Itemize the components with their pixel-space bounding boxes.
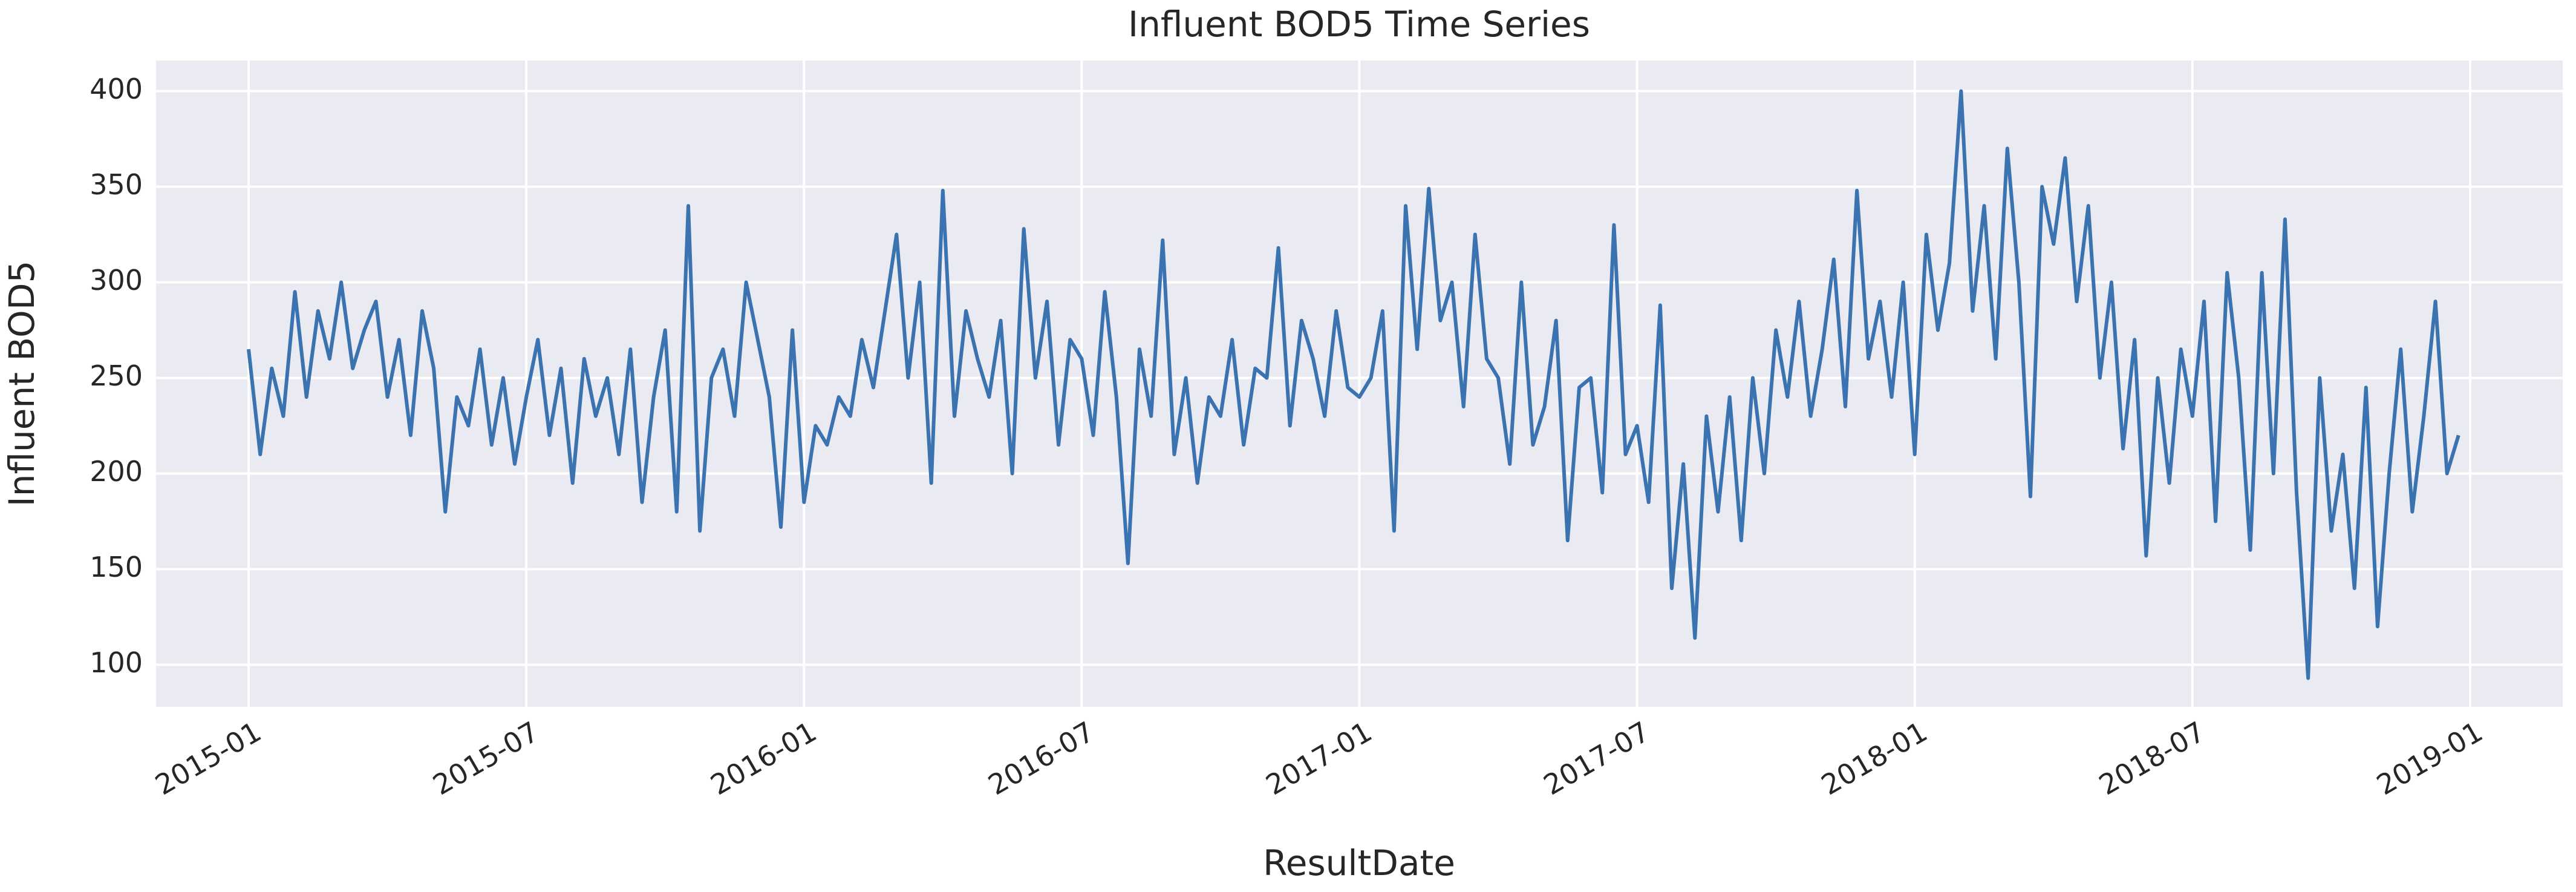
y-tick-label: 150 (90, 551, 143, 583)
y-tick-label: 250 (90, 359, 143, 392)
x-tick-label: 2015-07 (427, 715, 544, 802)
x-tick-label: 2016-01 (705, 715, 822, 802)
grid (156, 61, 2563, 707)
x-tick-label: 2017-07 (1538, 715, 1655, 802)
x-tick-label: 2017-01 (1260, 715, 1377, 802)
y-tick-label: 300 (90, 264, 143, 297)
y-axis-label: Influent BOD5 (1, 261, 42, 507)
x-tick-label: 2019-01 (2371, 715, 2488, 802)
chart-title: Influent BOD5 Time Series (1128, 4, 1590, 45)
marks (247, 89, 2460, 680)
x-tick-label: 2018-07 (2093, 715, 2210, 802)
y-tick-label: 200 (90, 455, 143, 488)
y-tick-label: 100 (90, 646, 143, 679)
data-line (247, 89, 2460, 680)
y-tick-label: 350 (90, 168, 143, 201)
x-tick-label: 2016-07 (983, 715, 1100, 802)
x-tick-label: 2015-01 (149, 715, 266, 802)
y-tick-label: 400 (90, 73, 143, 105)
x-tick-label: 2018-01 (1816, 715, 1932, 802)
x-axis-label: ResultDate (1263, 842, 1455, 884)
